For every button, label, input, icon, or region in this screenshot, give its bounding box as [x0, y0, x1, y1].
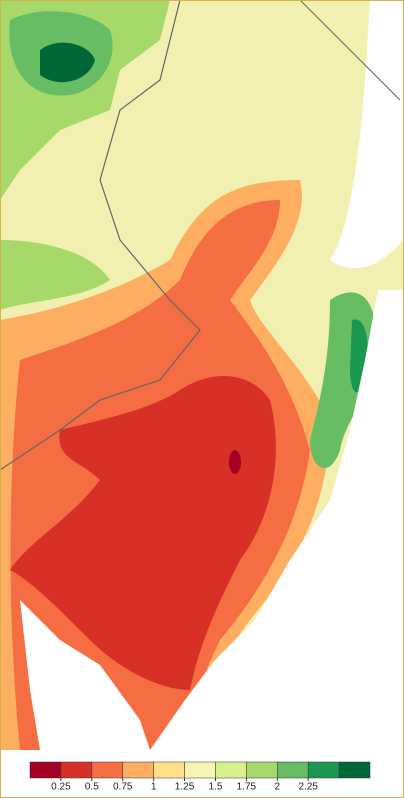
region-red — [10, 376, 276, 690]
legend-swatch — [91, 761, 123, 779]
legend-tick-label: 0.25 — [51, 782, 71, 793]
legend-swatch — [184, 761, 216, 779]
legend-tick-label: 2.25 — [298, 782, 318, 793]
legend-tick-label: 0.5 — [85, 782, 99, 793]
legend: 0.25 0.5 0.75 1 1.25 1.5 1.75 2 2.25 — [29, 761, 371, 793]
legend-tick-label: 0.75 — [113, 782, 133, 793]
legend-swatch — [246, 761, 278, 779]
water — [330, 0, 404, 269]
region-darkest-red — [229, 450, 241, 474]
state-border — [0, 0, 201, 471]
legend-tick-label: 1 — [151, 782, 157, 793]
legend-tick-label: 1.25 — [175, 782, 195, 793]
legend-swatch — [122, 761, 154, 779]
legend-swatch — [338, 761, 371, 779]
legend-swatch — [29, 761, 62, 779]
legend-tick-label: 1.75 — [237, 782, 257, 793]
state-border — [170, 0, 401, 101]
region-darkest — [40, 42, 95, 83]
legend-swatch — [153, 761, 185, 779]
legend-swatch — [60, 761, 93, 779]
legend-swatch — [307, 761, 340, 779]
ocean — [150, 290, 404, 750]
legend-swatch — [215, 761, 247, 779]
legend-swatch — [277, 761, 309, 779]
map — [0, 0, 404, 750]
delaware-bay — [20, 600, 150, 750]
region-green — [0, 240, 110, 310]
legend-tick-label: 1.5 — [209, 782, 223, 793]
legend-tick-label: 2 — [274, 782, 280, 793]
